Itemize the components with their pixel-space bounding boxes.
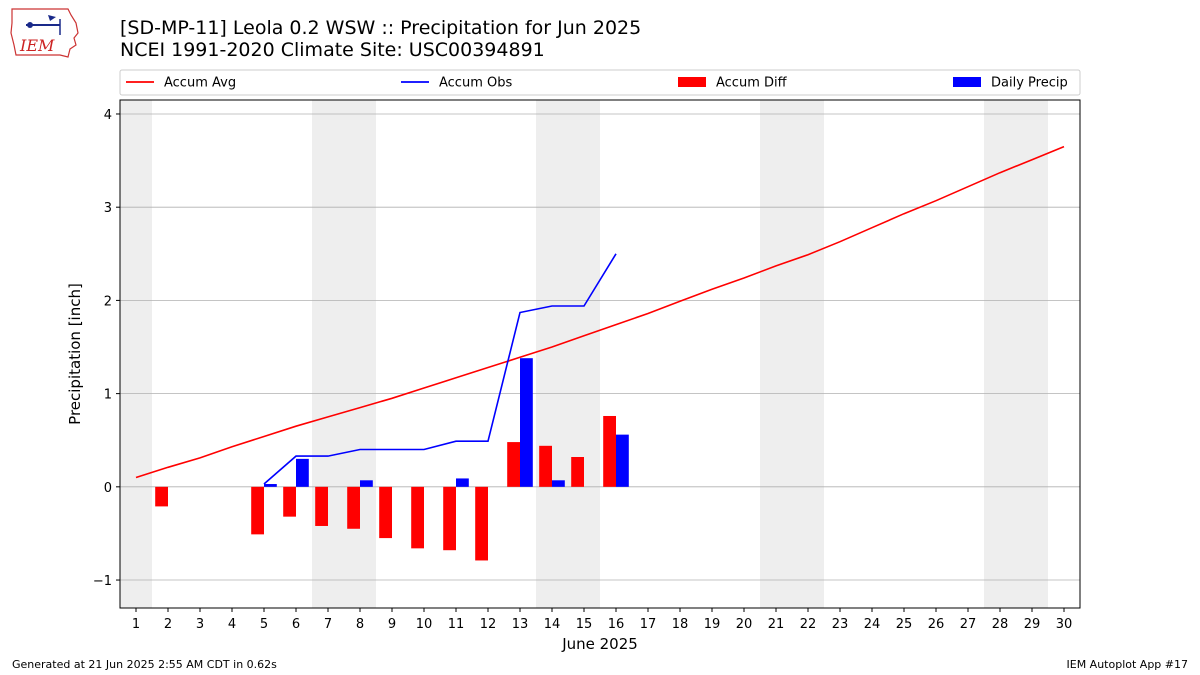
daily-precip-bar <box>264 484 277 487</box>
weekend-shading <box>120 100 1048 608</box>
x-tick-label: 10 <box>416 617 433 632</box>
generated-timestamp: Generated at 21 Jun 2025 2:55 AM CDT in … <box>12 658 277 671</box>
accum-diff-bar <box>379 486 392 539</box>
y-axis-label: Precipitation [inch] <box>66 283 84 425</box>
y-tick-label: 4 <box>104 108 112 123</box>
legend-label: Accum Diff <box>716 76 788 91</box>
daily-precip-bar <box>616 434 629 487</box>
accum-diff-bar <box>315 486 328 526</box>
legend-swatch-bar <box>678 77 706 87</box>
x-tick-label: 22 <box>800 617 817 632</box>
y-gridlines <box>120 113 1080 581</box>
x-tick-label: 30 <box>1056 617 1073 632</box>
x-tick-label: 13 <box>512 617 529 632</box>
accum-diff-bar <box>603 415 616 487</box>
accum-diff-bar <box>443 486 456 551</box>
x-tick-label: 28 <box>992 617 1009 632</box>
plot-frame <box>119 99 1081 609</box>
bars <box>155 358 629 561</box>
y-tick-label: 2 <box>104 294 112 309</box>
legend-swatch-bar <box>953 77 981 87</box>
x-axis-ticks: 1 2 3 4 5 6 7 8 9 10 11 12 13 14 15 16 17 18 19 20 21 22 23 24 2… <box>132 608 1072 632</box>
x-tick-label: 25 <box>896 617 913 632</box>
x-tick-label: 17 <box>640 617 657 632</box>
accum-diff-bar <box>283 486 296 517</box>
x-tick-label: 29 <box>1024 617 1041 632</box>
y-tick-label: 0 <box>104 481 112 496</box>
weekend-band <box>568 100 600 608</box>
accum-diff-bar <box>251 486 264 535</box>
weekend-band <box>344 100 376 608</box>
iowa-outline-icon <box>10 8 79 58</box>
x-tick-label: 27 <box>960 617 977 632</box>
legend-label: Daily Precip <box>991 76 1068 91</box>
accum-diff-bar <box>347 486 360 529</box>
x-tick-label: 21 <box>768 617 785 632</box>
vane-dot <box>27 22 33 28</box>
weekend-band <box>984 100 1016 608</box>
legend-label: Accum Obs <box>439 76 512 91</box>
weekend-band <box>1016 100 1048 608</box>
x-tick-label: 16 <box>608 617 625 632</box>
weekend-band <box>792 100 824 608</box>
y-tick-label: 1 <box>104 388 112 403</box>
x-tick-label: 23 <box>832 617 849 632</box>
x-tick-label: 3 <box>196 617 204 632</box>
legend: Accum Avg Accum Obs Accum Diff Daily Precip <box>119 69 1081 96</box>
x-tick-label: 1 <box>132 617 140 632</box>
x-tick-label: 5 <box>260 617 268 632</box>
chart-title: [SD-MP-11] Leola 0.2 WSW :: Precipitatio… <box>120 17 642 39</box>
legend-label: Accum Avg <box>164 76 236 91</box>
accum-diff-bar <box>507 442 520 487</box>
x-tick-label: 8 <box>356 617 364 632</box>
weekend-band <box>120 100 152 608</box>
x-tick-label: 7 <box>324 617 332 632</box>
accum-diff-bar <box>411 486 424 549</box>
x-tick-label: 26 <box>928 617 945 632</box>
accum-diff-bar <box>571 456 584 487</box>
x-tick-label: 24 <box>864 617 881 632</box>
vane-flag <box>48 15 56 21</box>
x-tick-label: 6 <box>292 617 300 632</box>
y-axis-ticks: −1 0 1 2 3 4 <box>93 108 120 589</box>
weekend-band <box>312 100 344 608</box>
x-tick-label: 20 <box>736 617 753 632</box>
lines <box>135 145 1065 485</box>
accum-avg-line <box>135 145 1065 479</box>
x-tick-label: 14 <box>544 617 561 632</box>
chart-subtitle: NCEI 1991-2020 Climate Site: USC00394891 <box>120 39 545 61</box>
y-tick-label: 3 <box>104 201 112 216</box>
x-axis-label: June 2025 <box>561 635 638 653</box>
daily-precip-bar <box>296 458 309 487</box>
y-tick-label: −1 <box>93 574 112 589</box>
logo-text: IEM <box>19 36 55 55</box>
accum-diff-bar <box>155 486 168 507</box>
x-tick-label: 12 <box>480 617 497 632</box>
daily-precip-bar <box>552 480 565 487</box>
weekend-band <box>760 100 792 608</box>
daily-precip-bar <box>456 478 469 487</box>
daily-precip-bar <box>360 480 373 487</box>
daily-precip-bar <box>520 358 533 487</box>
legend-box <box>119 69 1081 96</box>
x-tick-label: 2 <box>164 617 172 632</box>
x-tick-label: 4 <box>228 617 236 632</box>
x-tick-label: 15 <box>576 617 593 632</box>
x-tick-label: 11 <box>448 617 465 632</box>
x-tick-label: 18 <box>672 617 689 632</box>
app-credit: IEM Autoplot App #17 <box>1066 658 1189 671</box>
accum-diff-bar <box>539 445 552 487</box>
x-tick-label: 19 <box>704 617 721 632</box>
accum-obs-line <box>263 253 617 485</box>
x-tick-label: 9 <box>388 617 396 632</box>
weekend-band <box>536 100 568 608</box>
iem-logo: IEM <box>10 8 79 58</box>
accum-diff-bar <box>475 486 488 561</box>
